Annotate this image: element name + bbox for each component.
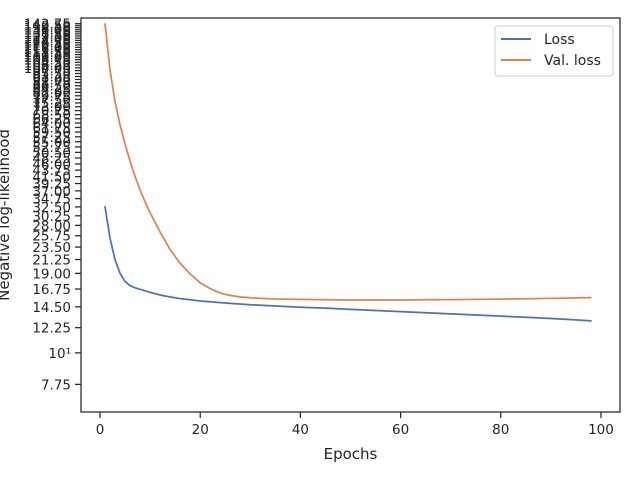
y-tick-label: 37.00 xyxy=(32,184,71,200)
y-tick-label: 109.00 xyxy=(24,50,71,66)
y-tick-label: 34.75 xyxy=(32,192,71,208)
y-tick-label: 39.25 xyxy=(32,177,71,193)
y-tick-label: 55.00 xyxy=(32,135,71,151)
y-axis-label: Negative log-likelihood xyxy=(0,129,13,301)
y-tick-label: 113.50 xyxy=(24,45,71,61)
y-tick-label: 118.00 xyxy=(24,40,71,56)
y-tick-label: 61.75 xyxy=(32,120,71,136)
y-tick-label: 21.25 xyxy=(32,253,71,269)
y-tick-label: 106.75 xyxy=(24,53,71,69)
x-tick-label: 20 xyxy=(192,422,209,438)
y-tick-label: 127.00 xyxy=(24,31,71,47)
y-tick-label: 79.75 xyxy=(32,89,71,105)
y-tick-label: 120.25 xyxy=(24,38,71,54)
y-tick-label: 133.75 xyxy=(24,25,71,41)
y-tick-label: 68.50 xyxy=(32,108,71,124)
legend-label-val-loss: Val. loss xyxy=(544,53,601,69)
y-tick-label: 50.50 xyxy=(32,145,71,161)
y-tick-label: 131.50 xyxy=(24,27,71,43)
y-tick-label: 48.25 xyxy=(32,151,71,167)
y-tick-label: 66.25 xyxy=(32,112,71,128)
y-tick-label: 14.50 xyxy=(32,300,71,316)
y-tick-label: 43.75 xyxy=(32,163,71,179)
legend: Loss Val. loss xyxy=(494,25,614,77)
x-tick-label: 60 xyxy=(392,422,409,438)
y-tick-label: 57.25 xyxy=(32,130,71,146)
x-axis-label: Epochs xyxy=(324,445,378,463)
y-tick-label: 104.50 xyxy=(24,55,71,71)
series-line-loss xyxy=(104,206,592,322)
x-tick-label: 80 xyxy=(492,422,509,438)
y-tick-label: 70.75 xyxy=(32,104,71,120)
y-tick-label: 23.50 xyxy=(32,240,71,256)
series-line-val-loss xyxy=(104,23,592,301)
y-tick-label: 88.75 xyxy=(32,76,71,92)
y-tick-label: 93.25 xyxy=(32,69,71,85)
x-tick-label: 0 xyxy=(96,422,105,438)
y-tick-label: 115.75 xyxy=(24,43,71,59)
y-tick-label: 59.50 xyxy=(32,125,71,141)
y-tick-label: 30.25 xyxy=(32,209,71,225)
x-tick-label: 40 xyxy=(292,422,309,438)
plot-frame xyxy=(80,17,621,413)
y-tick-label: 12.25 xyxy=(32,321,71,337)
series-layer xyxy=(104,23,592,322)
y-tick-label: 136.00 xyxy=(24,23,71,39)
y-tick-label: 84.25 xyxy=(32,82,71,98)
y-tick-label: 32.50 xyxy=(32,200,71,216)
y-tick-label: 140.50 xyxy=(24,19,71,35)
y-tick-label: 41.50 xyxy=(32,170,71,186)
y-tick-label: 142.75 xyxy=(24,17,71,33)
y-tick-label: 86.50 xyxy=(32,79,71,95)
y-tick-label: 16.75 xyxy=(32,282,71,298)
x-tick-label: 100 xyxy=(588,422,614,438)
y-tick-label: 10¹ xyxy=(48,346,71,362)
y-tick-label: 64.00 xyxy=(32,116,71,132)
y-tick-label: 122.50 xyxy=(24,36,71,52)
y-tick-label: 28.00 xyxy=(32,218,71,234)
y-tick-label: 7.75 xyxy=(41,377,71,393)
y-tick-label: 46.00 xyxy=(32,157,71,173)
x-axis-ticks: 0 20 40 60 80 100 xyxy=(96,412,614,438)
y-tick-label: 111.25 xyxy=(24,48,71,64)
y-tick-label: 52.75 xyxy=(32,140,71,156)
y-tick-label: 102.25 xyxy=(24,58,71,74)
y-axis-ticks: 7.75 10¹ 12.25 14.50 16.7519.0021.2523.5025.… xyxy=(24,17,81,393)
y-tick-label: 91.00 xyxy=(32,72,71,88)
y-tick-label: 138.25 xyxy=(24,21,71,37)
y-tick-label: 100.00 xyxy=(24,61,71,77)
y-tick-label: 77.50 xyxy=(32,92,71,108)
y-tick-label: 129.25 xyxy=(24,29,71,45)
y-tick-label: 82.00 xyxy=(32,85,71,101)
y-tick-label: 124.75 xyxy=(24,33,71,49)
y-tick-label: 97.75 xyxy=(32,64,71,80)
y-tick-label: 75.25 xyxy=(32,96,71,112)
legend-label-loss: Loss xyxy=(544,32,575,48)
y-tick-label: 95.50 xyxy=(32,66,71,82)
y-tick-label: 25.75 xyxy=(32,229,71,245)
y-tick-label: 19.00 xyxy=(32,266,71,282)
y-tick-label: 73.00 xyxy=(32,100,71,116)
